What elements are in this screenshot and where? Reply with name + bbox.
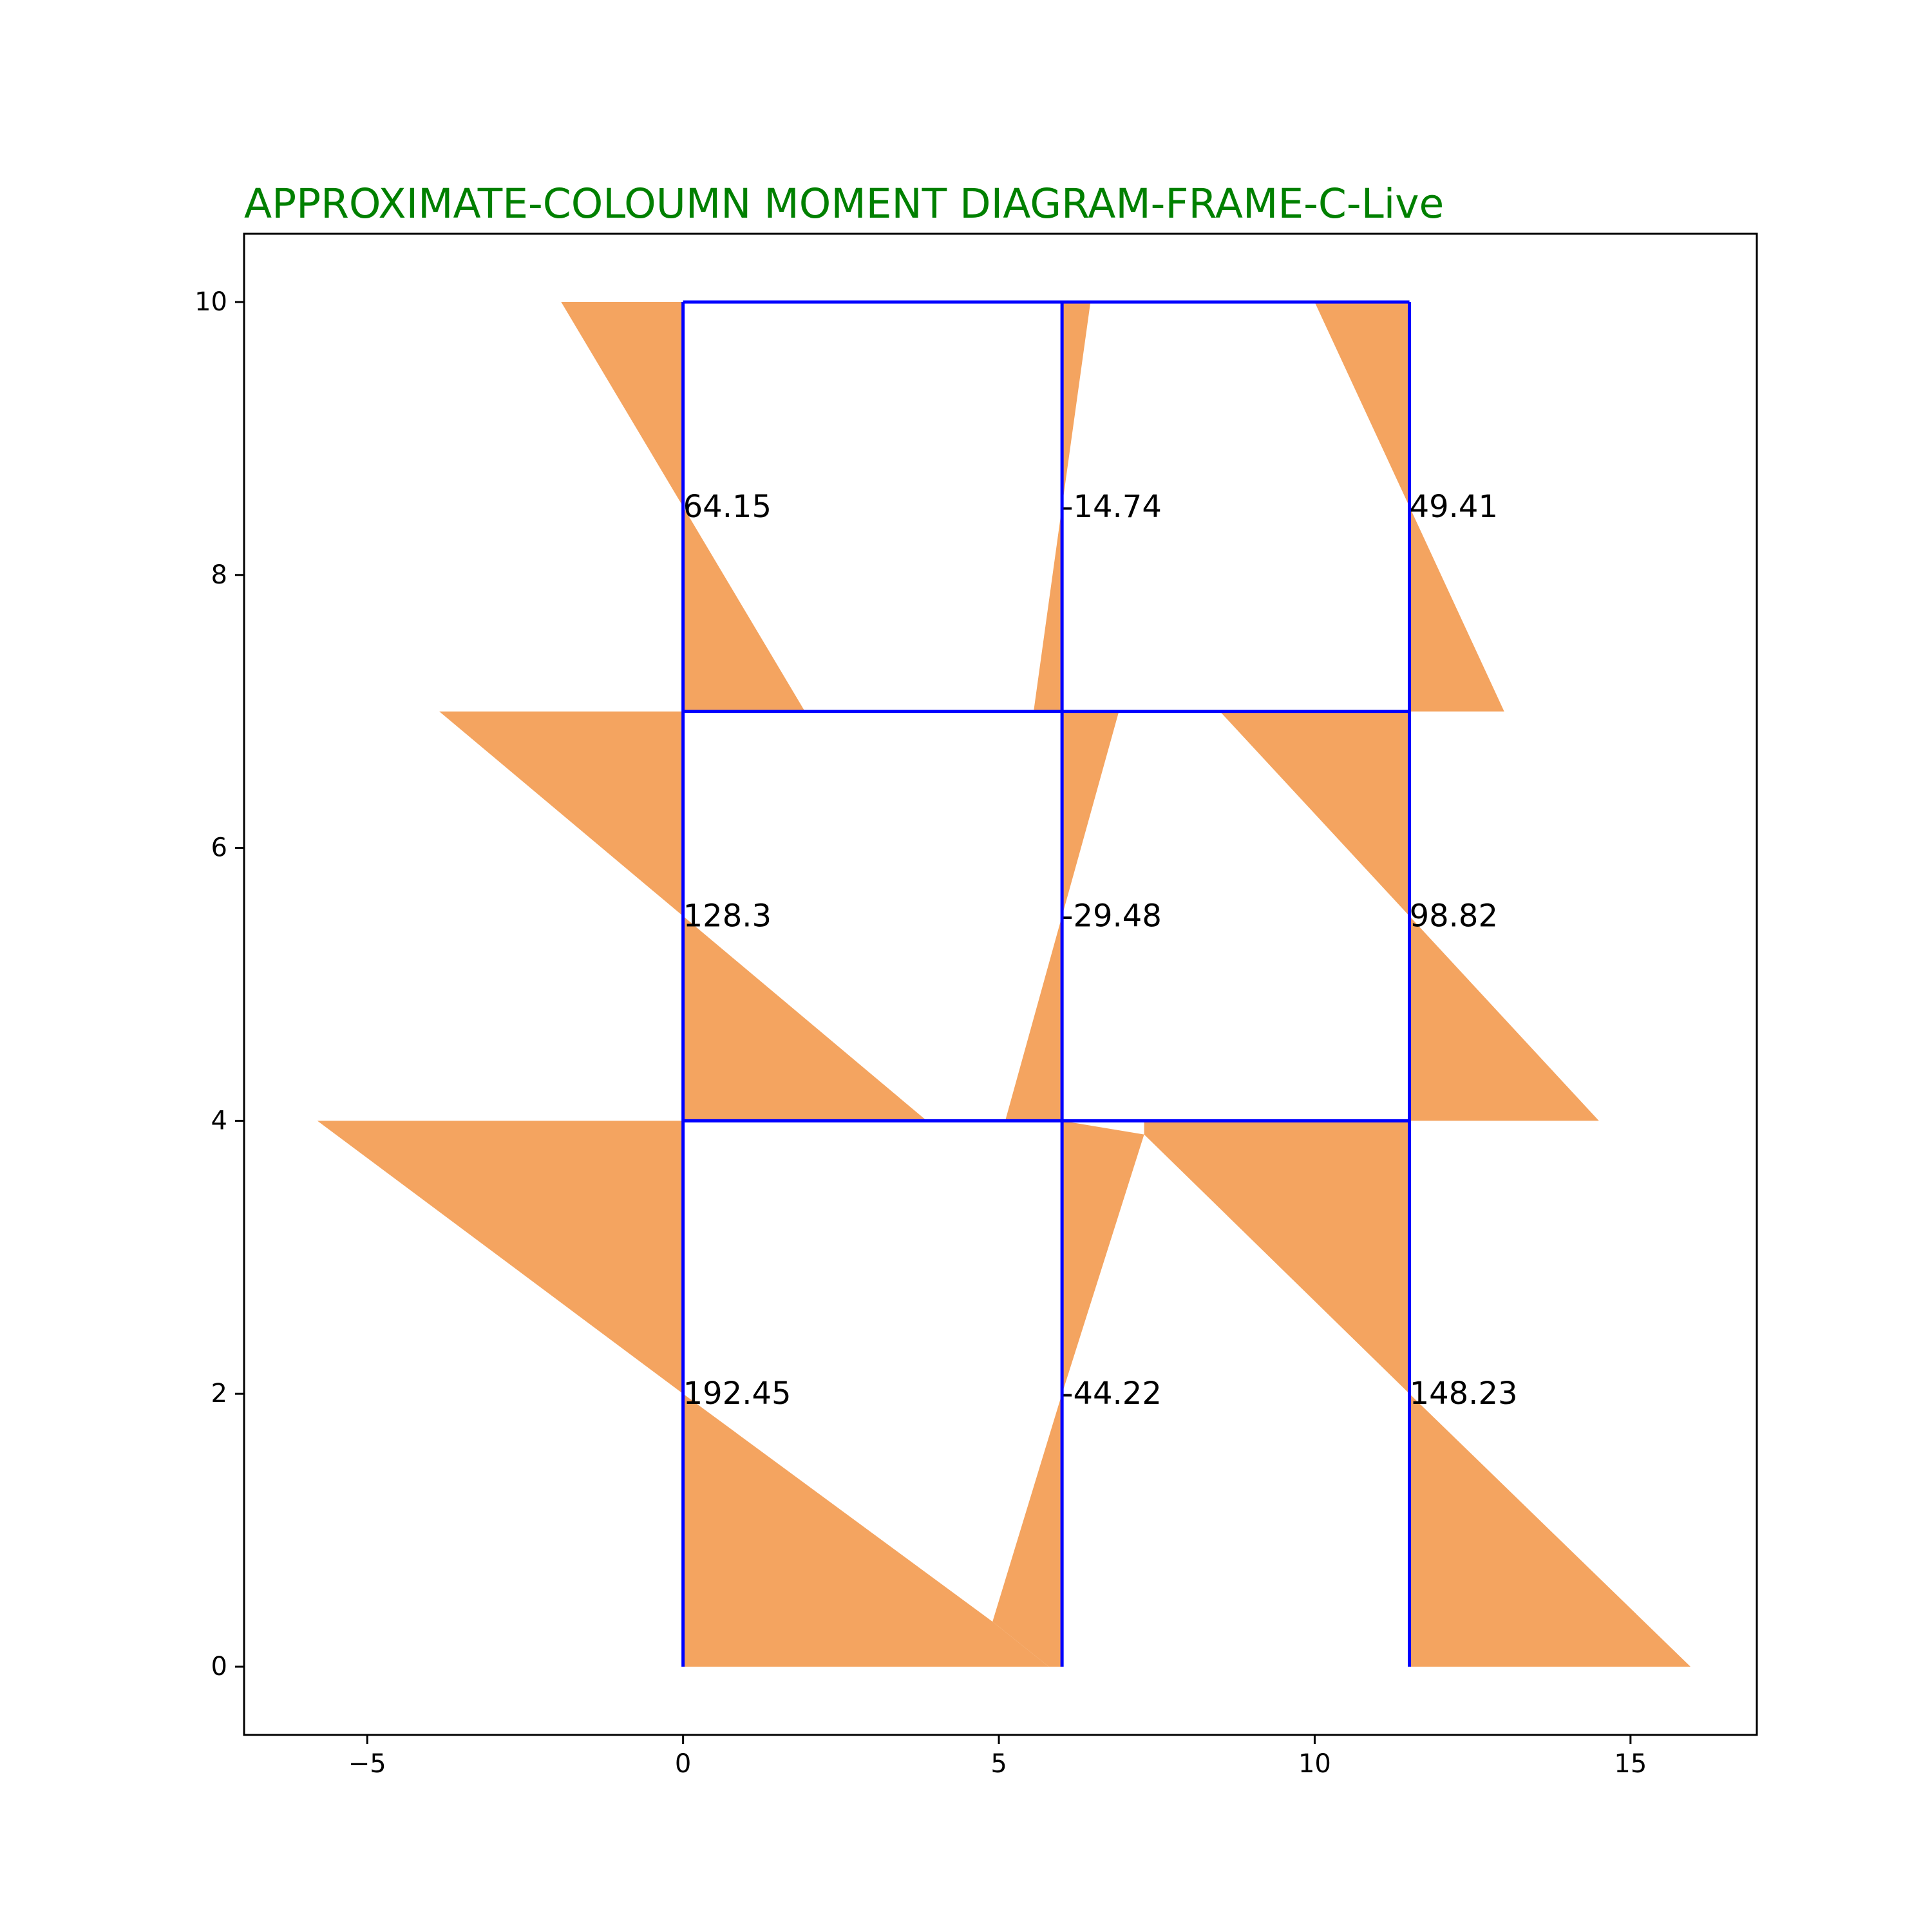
x-axis-ticks: −5 0 5 10 15 xyxy=(348,1735,1647,1779)
axes-frame xyxy=(243,232,1758,1736)
moment-polygon xyxy=(439,711,683,916)
moment-polygon xyxy=(1220,711,1410,916)
moment-polygon xyxy=(1409,916,1599,1121)
moment-polygon xyxy=(683,916,927,1121)
moment-polygon xyxy=(1005,916,1063,1121)
x-tick-label: −5 xyxy=(348,1749,386,1779)
moment-polygon xyxy=(1409,1394,1690,1667)
y-axis-ticks: 0 2 4 6 8 10 xyxy=(194,287,244,1681)
y-tick-label: 6 xyxy=(211,833,227,863)
moment-polygon xyxy=(561,302,683,507)
x-tick-label: 0 xyxy=(675,1749,691,1779)
moment-value-label: 98.82 xyxy=(1410,898,1498,934)
moment-value-label: 64.15 xyxy=(683,489,772,525)
moment-polygon xyxy=(1062,1121,1144,1394)
moment-value-labels: 64.15 -14.74 49.41 128.3 -29.48 98.82 192.45 -4… xyxy=(683,489,1518,1412)
y-tick-label: 8 xyxy=(211,560,227,590)
moment-polygon xyxy=(1062,302,1091,507)
x-tick-label: 10 xyxy=(1298,1749,1331,1779)
moment-value-label: 49.41 xyxy=(1410,489,1498,525)
moment-polygon xyxy=(1409,506,1504,712)
y-tick-label: 2 xyxy=(211,1379,227,1408)
y-tick-label: 10 xyxy=(194,287,227,317)
moment-polygon xyxy=(683,1394,1049,1667)
moment-value-label: -29.48 xyxy=(1062,898,1162,934)
moment-polygon xyxy=(1062,711,1119,916)
frame-lines xyxy=(681,300,1412,1667)
moment-value-label: 148.23 xyxy=(1410,1376,1518,1412)
y-tick-label: 4 xyxy=(211,1106,227,1135)
moment-polygon xyxy=(1314,302,1410,507)
chart-title: APPROXIMATE-COLOUMN MOMENT DIAGRAM-FRAME… xyxy=(244,180,1444,227)
moment-polygon xyxy=(317,1121,683,1394)
moment-value-label: 192.45 xyxy=(683,1376,791,1412)
x-tick-label: 5 xyxy=(990,1749,1007,1779)
moment-polygon xyxy=(992,1394,1063,1667)
y-tick-label: 0 xyxy=(211,1652,227,1681)
moment-polygon xyxy=(1034,506,1063,712)
x-tick-label: 15 xyxy=(1614,1749,1647,1779)
moment-polygons xyxy=(317,302,1690,1667)
moment-polygon xyxy=(683,506,805,712)
moment-value-label: 128.3 xyxy=(683,898,772,934)
moment-value-label: -14.74 xyxy=(1062,489,1162,525)
moment-polygon xyxy=(1144,1121,1410,1394)
moment-value-label: -44.22 xyxy=(1062,1376,1162,1412)
